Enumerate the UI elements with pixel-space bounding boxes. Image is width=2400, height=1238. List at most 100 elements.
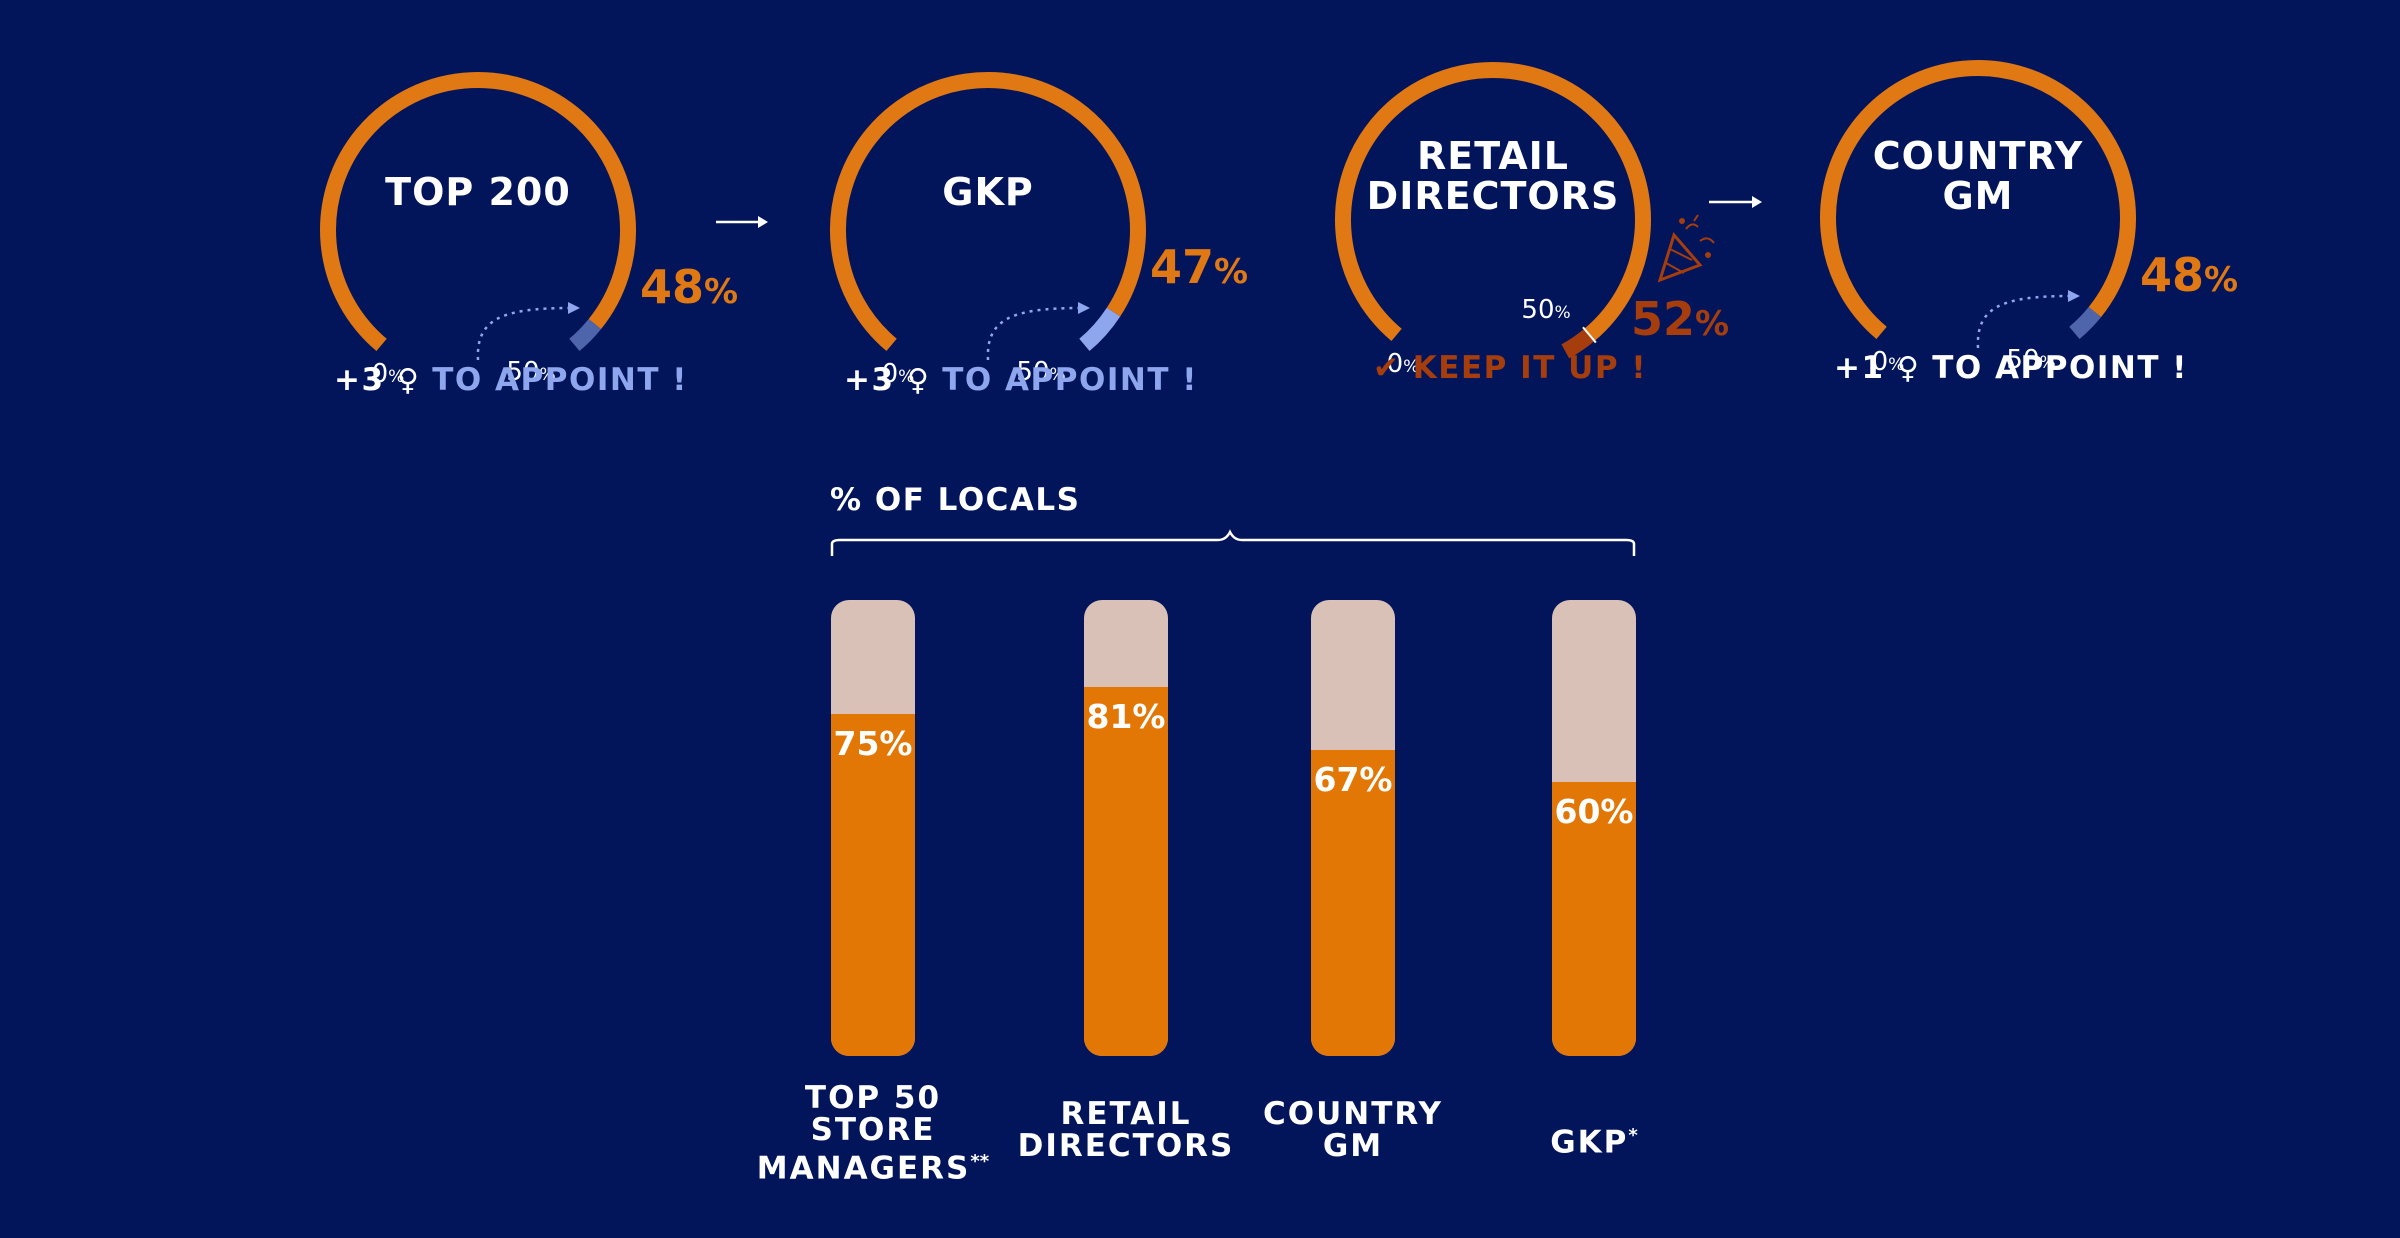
gauge-title: GKP	[808, 172, 1168, 212]
bar-category-label: RETAIL DIRECTORS	[996, 1098, 1256, 1162]
percent-sign: %	[704, 272, 739, 312]
dotted-arrow	[1976, 294, 2071, 349]
zero-value: 0	[1386, 348, 1404, 379]
gauge-percent-value: 48	[640, 260, 705, 314]
gauge-half-label: 50%	[2006, 345, 2055, 375]
percent-sign: %	[1049, 364, 1066, 385]
category-line: DIRECTORS	[1017, 1128, 1235, 1164]
gauge-zero-label: 0%	[372, 359, 405, 389]
footnote-mark: **	[970, 1151, 990, 1172]
gauge-zero-label: 0%	[1872, 347, 1905, 377]
bar-category-label: COUNTRY GM	[1223, 1098, 1483, 1162]
bar-fill	[831, 714, 915, 1056]
percent-sign: %	[388, 366, 405, 387]
bar-track	[1084, 600, 1168, 1056]
percent-sign: %	[1695, 304, 1730, 344]
gauge-action: +3 ♀ TO APPOINT !	[334, 362, 688, 398]
percent-sign: %	[1214, 252, 1249, 292]
gauge-target-tick	[1582, 326, 1597, 344]
gauge-percent-value: 47	[1150, 240, 1215, 294]
bar-fill	[1311, 750, 1395, 1056]
category-line: STORE	[810, 1112, 936, 1148]
gauge-action: ✔ KEEP IT UP !	[1373, 350, 1647, 386]
gauge-zero-label: 0%	[1387, 349, 1420, 379]
bar-fill	[1552, 782, 1636, 1056]
gauge-action: +3 ♀ TO APPOINT !	[844, 362, 1198, 398]
action-text: TO APPOINT !	[1932, 350, 2188, 386]
appoint-count: +3	[844, 362, 907, 398]
half-value: 50	[1016, 356, 1050, 387]
arrow-head	[2068, 290, 2080, 302]
gauge-fill-arc	[320, 71, 637, 352]
gauge-1: TOP 200 48% 0% 50% +3 ♀ TO APPOINT !	[300, 60, 780, 480]
percent-sign: %	[898, 366, 915, 387]
gauge-fill-arc	[1820, 59, 2137, 340]
gauge-fill-arc	[829, 71, 1146, 352]
gauge-title: RETAIL DIRECTORS	[1313, 136, 1673, 216]
gauge-arc-svg	[1820, 59, 2137, 349]
category-line: GM	[1322, 1128, 1384, 1164]
gauge-arc-svg	[320, 71, 637, 361]
bar-value-label: 75%	[833, 724, 913, 763]
bar-category-label: GKP*	[1464, 1120, 1724, 1158]
gauge-title: COUNTRY GM	[1798, 136, 2158, 216]
right-arrow-head	[1752, 196, 1762, 208]
gauge-title-line: DIRECTORS	[1366, 174, 1620, 218]
gauge-title: TOP 200	[298, 172, 658, 212]
gauge-over-arc	[1561, 328, 1595, 359]
gauge-2: GKP 47% 0% 50% +3 ♀ TO APPOINT !	[810, 60, 1290, 480]
female-icon: ♀	[396, 363, 433, 398]
gauge-title-line: COUNTRY	[1872, 134, 2084, 178]
gauge-4: COUNTRY GM 48% 0% 50% +1 ♀ TO APPOINT !	[1800, 48, 2280, 468]
dotted-arrow	[476, 306, 571, 361]
half-value: 50	[506, 356, 540, 387]
gauge-arc-svg	[829, 71, 1146, 361]
half-value: 50	[2006, 344, 2040, 375]
gauge-percent: 48%	[640, 260, 738, 314]
curly-brace	[830, 529, 1636, 556]
gauge-title-line: TOP 200	[385, 170, 571, 214]
zero-value: 0	[371, 358, 389, 389]
percent-sign: %	[2039, 352, 2056, 373]
gauge-percent: 47%	[1150, 240, 1248, 294]
gauge-action: +1 ♀ TO APPOINT !	[1834, 350, 2188, 386]
bar-fill	[1084, 686, 1168, 1056]
appoint-count: +3	[334, 362, 397, 398]
bar-track	[831, 600, 915, 1056]
female-icon: ♀	[1896, 351, 1933, 386]
action-text: TO APPOINT !	[942, 362, 1198, 398]
party-popper-icon	[1657, 214, 1715, 283]
category-line: TOP 50	[804, 1080, 942, 1116]
percent-sign: %	[2204, 260, 2239, 300]
gauge-percent-value: 52	[1631, 292, 1696, 346]
female-icon: ♀	[906, 363, 943, 398]
gauge-arc-svg	[1335, 61, 1715, 359]
gauge-percent-value: 48	[2140, 248, 2205, 302]
percent-sign: %	[1403, 356, 1420, 377]
percent-sign: %	[1888, 354, 1905, 375]
gauge-half-label: 50%	[506, 357, 555, 387]
category-line: MANAGERS**	[756, 1150, 990, 1187]
footnote-mark: *	[1628, 1125, 1638, 1146]
action-text: TO APPOINT !	[432, 362, 688, 398]
percent-sign: %	[539, 364, 556, 385]
category-line: COUNTRY	[1263, 1096, 1443, 1132]
category-line: RETAIL	[1060, 1096, 1192, 1132]
dotted-arrow	[986, 306, 1081, 361]
check-icon: ✔	[1373, 350, 1413, 386]
percent-sign: %	[1554, 302, 1571, 323]
category-line: GKP*	[1550, 1124, 1638, 1161]
gauge-percent: 52%	[1631, 292, 1729, 346]
arrow-head	[568, 302, 580, 314]
gauge-percent: 48%	[2140, 248, 2238, 302]
bar-value-label: 81%	[1086, 696, 1166, 736]
zero-value: 0	[1871, 346, 1889, 377]
gauge-3: RETAIL DIRECTORS 52% 0% 50% ✔ KEEP IT UP !	[1315, 50, 1795, 470]
right-arrow-head	[758, 216, 768, 228]
gauge-half-label: 50%	[1521, 295, 1570, 325]
gauge-gap-arc	[2069, 306, 2102, 340]
gauge-title-line: GM	[1942, 174, 2014, 218]
gauge-gap-arc	[569, 318, 602, 352]
